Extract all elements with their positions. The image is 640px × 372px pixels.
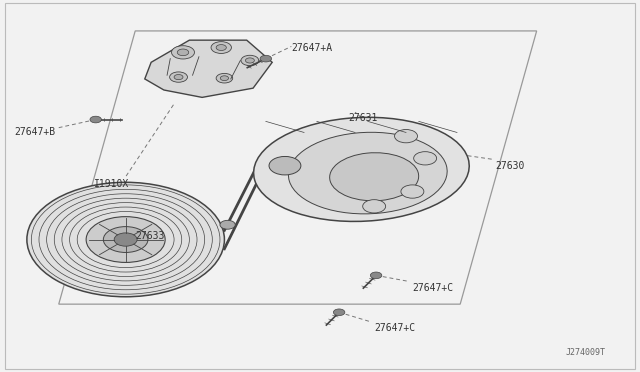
Text: 27633: 27633	[135, 231, 164, 241]
Text: 27630: 27630	[495, 161, 525, 171]
Circle shape	[86, 217, 165, 262]
Circle shape	[216, 73, 233, 83]
Polygon shape	[145, 40, 272, 97]
Circle shape	[211, 42, 232, 54]
Circle shape	[216, 45, 227, 51]
Text: 27647+C: 27647+C	[374, 323, 415, 333]
Circle shape	[363, 200, 386, 213]
Text: J274009T: J274009T	[565, 348, 605, 357]
Circle shape	[27, 182, 225, 297]
Circle shape	[103, 227, 148, 253]
Circle shape	[371, 272, 382, 279]
Circle shape	[172, 46, 195, 59]
Circle shape	[246, 58, 254, 63]
Circle shape	[401, 185, 424, 198]
Circle shape	[220, 220, 236, 229]
Ellipse shape	[289, 132, 447, 214]
Text: 27647+C: 27647+C	[412, 283, 454, 292]
Text: 27631: 27631	[349, 113, 378, 123]
Circle shape	[174, 74, 183, 80]
Circle shape	[220, 76, 228, 81]
Circle shape	[269, 157, 301, 175]
Ellipse shape	[330, 153, 419, 201]
Circle shape	[177, 49, 189, 56]
Circle shape	[394, 129, 417, 143]
Ellipse shape	[253, 117, 469, 221]
Circle shape	[413, 152, 436, 165]
Circle shape	[241, 55, 259, 65]
Text: 27647+B: 27647+B	[14, 128, 55, 138]
Circle shape	[114, 233, 137, 246]
Circle shape	[333, 309, 345, 315]
Circle shape	[170, 72, 188, 82]
Circle shape	[260, 55, 271, 62]
Text: 27647+A: 27647+A	[291, 42, 332, 52]
Text: I1910X: I1910X	[94, 179, 129, 189]
Circle shape	[90, 116, 101, 123]
